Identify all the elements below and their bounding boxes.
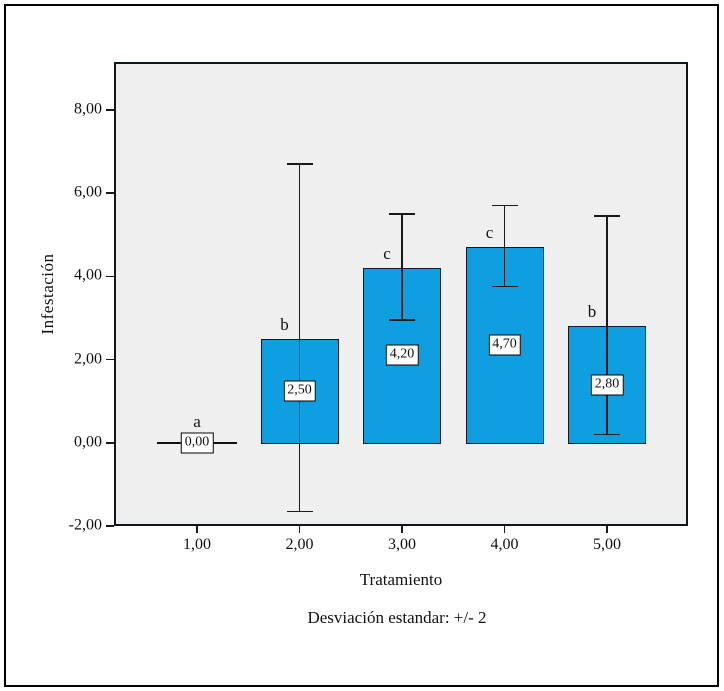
x-tick-mark: [196, 526, 198, 533]
significance-letter: c: [383, 243, 391, 263]
bar-value-label: 0,00: [180, 432, 214, 454]
significance-letter: c: [485, 223, 494, 243]
bar-value-label: 2,50: [283, 380, 316, 402]
x-tick-label: 1,00: [183, 536, 211, 553]
error-bar-cap-bottom: [389, 319, 415, 321]
bar-value-label: 4,70: [488, 334, 521, 356]
x-tick-mark: [606, 526, 608, 533]
y-tick-mark: [106, 442, 114, 444]
error-bar-cap-top: [594, 215, 620, 217]
significance-letter: b: [587, 302, 597, 322]
y-tick-mark: [106, 109, 114, 111]
x-tick-mark: [503, 526, 506, 533]
x-tick-label: 5,00: [593, 536, 621, 553]
error-bar-line: [503, 205, 506, 287]
error-bar-cap-top: [286, 163, 313, 165]
y-tick-label: 2,00: [74, 350, 102, 368]
error-bar-line: [606, 215, 608, 435]
bar-value-label: 4,20: [385, 344, 419, 366]
error-bar-cap-bottom: [491, 285, 518, 288]
y-tick-label: -2,00: [68, 516, 102, 534]
y-tick-mark: [106, 275, 114, 278]
y-tick-label: 4,00: [74, 266, 102, 284]
x-tick-label: 2,00: [285, 536, 314, 553]
error-bar-cap-top: [389, 213, 415, 215]
significance-letter: a: [193, 411, 201, 431]
x-tick-mark: [298, 526, 301, 533]
y-tick-mark: [106, 358, 114, 361]
x-tick-label: 4,00: [490, 536, 519, 553]
y-tick-label: 6,00: [74, 183, 102, 201]
y-axis-title: Infestación: [38, 253, 57, 335]
y-tick-label: 8,00: [74, 100, 102, 118]
x-tick-mark: [401, 526, 403, 533]
y-tick-label: 0,00: [74, 433, 102, 451]
y-tick-mark: [106, 525, 114, 527]
significance-letter: b: [280, 314, 289, 334]
y-tick-mark: [106, 192, 114, 194]
error-bar-line: [298, 163, 301, 512]
error-bar-cap-bottom: [594, 433, 620, 436]
x-tick-label: 3,00: [388, 536, 416, 553]
x-axis-title: Tratamiento: [359, 570, 443, 589]
bar-value-label: 2,80: [590, 374, 624, 395]
error-bar-line: [401, 213, 403, 320]
error-bar-cap-top: [491, 204, 518, 207]
error-bar-cap-bottom: [286, 510, 313, 513]
chart-footnote: Desviación estandar: +/- 2: [307, 608, 487, 627]
